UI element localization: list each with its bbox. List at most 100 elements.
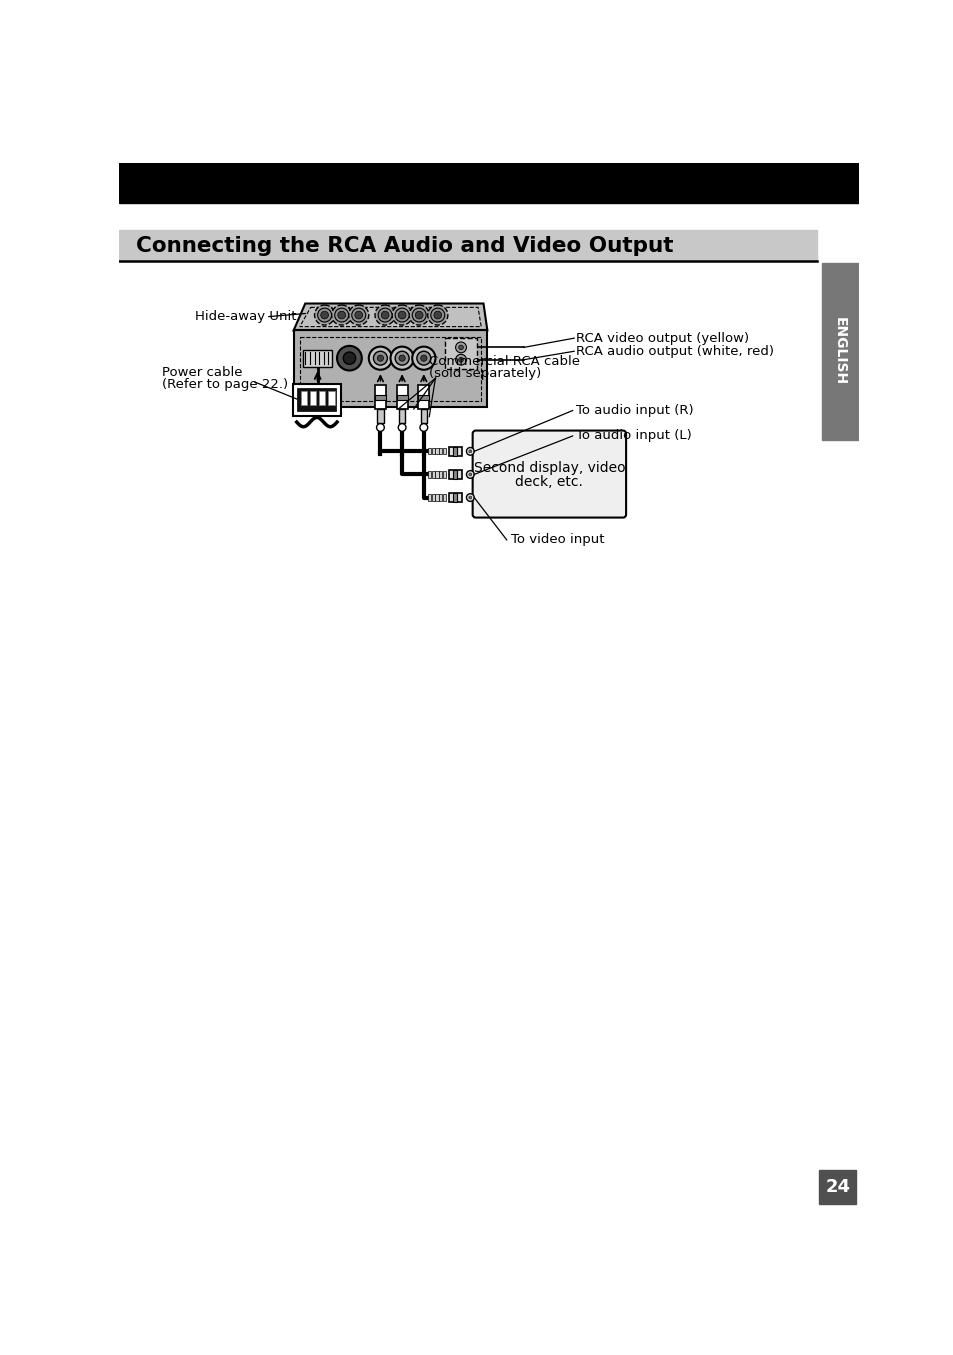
Text: To video input: To video input [510, 534, 603, 546]
Bar [319, 392, 325, 405]
Text: (sold separately): (sold separately) [429, 367, 541, 381]
Circle shape [466, 447, 474, 455]
Circle shape [381, 312, 389, 318]
Circle shape [335, 308, 348, 322]
Bar [449, 470, 461, 480]
Text: 24: 24 [824, 1177, 849, 1195]
Bar [303, 350, 332, 367]
Bar [427, 449, 431, 454]
Bar [449, 493, 461, 503]
Circle shape [395, 308, 409, 322]
Bar [819, 1169, 856, 1203]
Circle shape [320, 312, 328, 318]
Bar [453, 447, 456, 457]
Circle shape [416, 351, 431, 364]
Bar [439, 449, 442, 454]
Bar [418, 394, 429, 400]
Text: deck, etc.: deck, etc. [515, 474, 582, 489]
Bar [443, 472, 446, 477]
Circle shape [397, 424, 406, 431]
Circle shape [468, 450, 472, 453]
Bar [398, 409, 405, 423]
Bar [435, 495, 438, 500]
Circle shape [355, 312, 362, 318]
Circle shape [409, 305, 429, 325]
Bar [375, 394, 385, 400]
Bar [119, 230, 816, 262]
Circle shape [466, 470, 474, 478]
Circle shape [415, 312, 422, 318]
Circle shape [468, 496, 472, 499]
Circle shape [397, 312, 406, 318]
Circle shape [458, 346, 463, 350]
Bar [443, 495, 446, 500]
Circle shape [317, 308, 332, 322]
Circle shape [332, 305, 352, 325]
Circle shape [420, 355, 427, 362]
Circle shape [412, 347, 435, 370]
Text: (Refer to page 22.): (Refer to page 22.) [162, 378, 288, 390]
Bar [821, 263, 858, 440]
Bar [375, 385, 385, 409]
Bar [294, 331, 487, 408]
Circle shape [343, 352, 355, 364]
Bar [427, 495, 431, 500]
Bar [293, 383, 340, 416]
Circle shape [431, 308, 444, 322]
Circle shape [468, 473, 472, 476]
Text: Power cable: Power cable [162, 366, 242, 378]
Circle shape [419, 424, 427, 431]
Bar [418, 385, 429, 409]
Circle shape [337, 312, 345, 318]
Circle shape [458, 358, 463, 362]
Bar [439, 495, 442, 500]
Bar [300, 392, 307, 405]
Circle shape [392, 305, 412, 325]
Circle shape [376, 424, 384, 431]
Bar [427, 472, 431, 477]
Bar [431, 495, 435, 500]
Text: ENGLISH: ENGLISH [832, 317, 846, 385]
Text: RCA audio output (white, red): RCA audio output (white, red) [576, 344, 774, 358]
Circle shape [390, 347, 414, 370]
Bar [443, 449, 446, 454]
Circle shape [369, 347, 392, 370]
FancyBboxPatch shape [472, 431, 625, 518]
Circle shape [456, 341, 466, 352]
Bar [396, 394, 407, 400]
Text: To audio input (L): To audio input (L) [576, 430, 692, 443]
Text: Hide-away Unit: Hide-away Unit [195, 310, 296, 322]
Circle shape [412, 308, 426, 322]
Text: Second display, video: Second display, video [473, 461, 624, 474]
Bar [431, 472, 435, 477]
Bar [119, 163, 858, 203]
Bar [431, 449, 435, 454]
Bar [435, 472, 438, 477]
Bar [449, 447, 461, 457]
Circle shape [352, 308, 365, 322]
Bar [297, 389, 335, 412]
Circle shape [395, 351, 409, 364]
Bar [453, 470, 456, 480]
Circle shape [377, 308, 392, 322]
Circle shape [373, 351, 387, 364]
Circle shape [336, 346, 361, 370]
Circle shape [348, 305, 369, 325]
Text: Connecting the RCA Audio and Video Output: Connecting the RCA Audio and Video Outpu… [136, 236, 673, 256]
Text: Commercial RCA cable: Commercial RCA cable [429, 355, 579, 367]
Circle shape [375, 305, 395, 325]
Text: To audio input (R): To audio input (R) [576, 404, 694, 417]
Bar [310, 392, 315, 405]
Circle shape [466, 493, 474, 501]
Bar [420, 409, 427, 423]
Bar [328, 392, 335, 405]
Bar [453, 493, 456, 503]
Bar [439, 472, 442, 477]
Circle shape [434, 312, 441, 318]
Circle shape [314, 305, 335, 325]
Bar [377, 409, 383, 423]
Polygon shape [294, 304, 487, 331]
Bar [396, 385, 407, 409]
Bar [299, 336, 480, 401]
Text: RCA video output (yellow): RCA video output (yellow) [576, 332, 749, 344]
